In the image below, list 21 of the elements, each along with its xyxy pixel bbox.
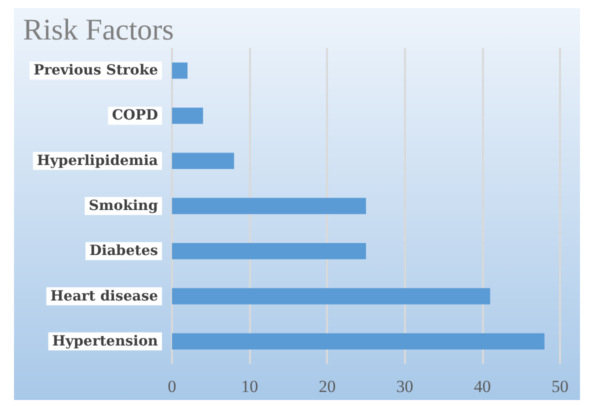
bar: [172, 152, 234, 169]
y-tick-label: Hypertension: [52, 333, 158, 350]
bar: [172, 198, 366, 214]
y-tick-label: Previous Stroke: [34, 62, 158, 79]
chart-title: Risk Factors: [23, 14, 174, 46]
y-tick-label: Diabetes: [90, 243, 158, 260]
x-tick-label: 0: [168, 377, 176, 396]
y-tick-label: Hyperlipidemia: [36, 152, 158, 169]
bar: [172, 108, 204, 124]
y-tick-label: COPD: [112, 108, 158, 124]
x-tick-label: 10: [241, 377, 258, 396]
x-tick-label: 30: [396, 377, 414, 396]
bar: [172, 243, 366, 260]
x-tick-label: 40: [474, 377, 491, 396]
x-tick-label: 20: [318, 377, 336, 396]
bar: [172, 333, 544, 350]
y-tick-label: Smoking: [88, 198, 158, 214]
bar: [172, 288, 490, 304]
x-tick-label: 50: [552, 377, 568, 396]
y-tick-label: Heart disease: [50, 288, 158, 304]
bar: [172, 62, 188, 79]
